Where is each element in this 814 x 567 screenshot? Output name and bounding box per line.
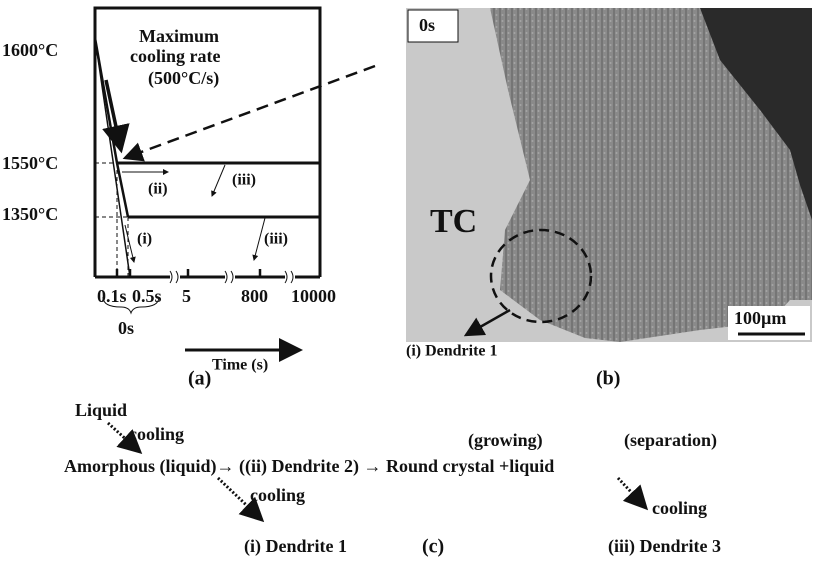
group-label: 0s <box>118 318 134 338</box>
cooling-curve <box>95 38 128 217</box>
path-label: (ii) <box>148 181 168 198</box>
time-tick: 5 <box>182 286 191 306</box>
process-label: (growing) <box>468 430 543 451</box>
process-label: (separation) <box>624 430 717 451</box>
temp-label: 1350°C <box>2 204 58 224</box>
result-label: (iii) Dendrite 3 <box>608 536 721 557</box>
path-label: (i) <box>137 231 152 248</box>
time-tick: 10000 <box>291 286 336 306</box>
time-label: 0s <box>419 15 435 35</box>
cooling-curve-2 <box>95 38 130 277</box>
time-tick: 0.5s <box>132 286 162 306</box>
temp-label: 1550°C <box>2 153 58 173</box>
panel-label: (a) <box>188 368 211 390</box>
state-label: Liquid <box>75 400 127 420</box>
scale-label: 100µm <box>734 308 786 328</box>
path-label: (iii) <box>264 231 288 248</box>
process-label: cooling <box>652 498 707 518</box>
axis-label: Time (s) <box>212 357 268 374</box>
panel-label: (c) <box>422 536 444 558</box>
cooling-arrow <box>618 478 646 508</box>
figure: 1600°C 1550°C 1350°C Maximum cooling rat… <box>0 0 814 567</box>
guide-lines <box>95 163 128 277</box>
micrograph <box>406 8 812 342</box>
process-label: cooling <box>250 485 305 505</box>
annotation: (500°C/s) <box>148 68 219 89</box>
sequence: Amorphous (liquid)→ ((ii) Dendrite 2) → … <box>64 456 554 477</box>
annotation: Maximum <box>139 26 219 46</box>
path-label: (iii) <box>232 172 256 189</box>
callout-label: (i) Dendrite 1 <box>406 343 498 360</box>
time-tick: 800 <box>241 286 268 306</box>
arrow-iii <box>212 165 225 196</box>
region-label: TC <box>430 203 477 240</box>
time-tick: 0.1s <box>97 286 127 306</box>
annotation: cooling rate <box>130 46 220 66</box>
process-label: cooling <box>129 424 184 444</box>
temp-label: 1600°C <box>2 40 58 60</box>
panel-label: (b) <box>596 368 620 390</box>
result-label: (i) Dendrite 1 <box>244 536 347 557</box>
